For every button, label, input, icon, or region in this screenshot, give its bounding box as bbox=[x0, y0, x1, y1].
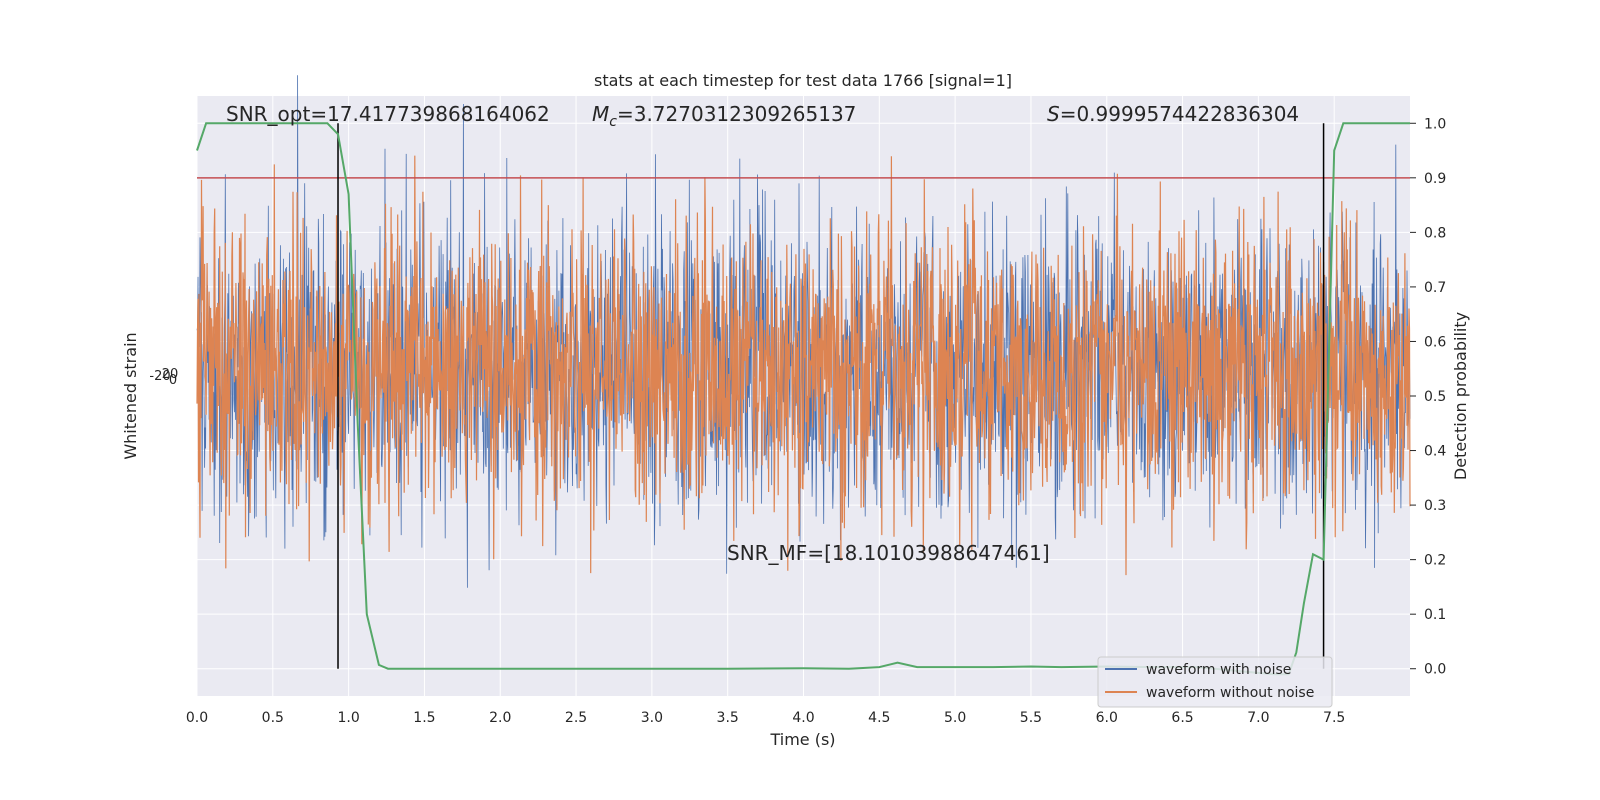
y-right-tick-label: 0.0 bbox=[1424, 662, 1446, 678]
legend-label-without-noise: waveform without noise bbox=[1146, 685, 1314, 701]
y-right-tick-label: 0.3 bbox=[1424, 498, 1446, 514]
x-tick-label: 7.0 bbox=[1247, 710, 1269, 726]
annotation-snr-mf: SNR_MF=[18.10103988647461] bbox=[727, 541, 1050, 565]
annotation-s: S=0.9999574422836304 bbox=[1047, 102, 1299, 126]
x-tick-label: 1.0 bbox=[337, 710, 359, 726]
x-tick-label: 6.5 bbox=[1171, 710, 1193, 726]
y-right-tick-label: 1.0 bbox=[1424, 116, 1446, 132]
series-waveform-without-noise bbox=[196, 155, 1411, 576]
y-right-tick-label: 0.8 bbox=[1424, 225, 1446, 241]
y-right-tick-label: 0.4 bbox=[1424, 444, 1446, 460]
left-tick-label: 0 bbox=[169, 373, 177, 388]
x-tick-label: 4.0 bbox=[792, 710, 814, 726]
x-tick-label: 6.0 bbox=[1096, 710, 1118, 726]
left-tick-label: -20 bbox=[149, 369, 170, 384]
x-tick-label: 2.5 bbox=[565, 710, 587, 726]
left-tick-cluster: -20 0 20 bbox=[149, 367, 178, 388]
legend: waveform with noise waveform without noi… bbox=[1097, 656, 1333, 708]
x-tick-label: 0.0 bbox=[186, 710, 208, 726]
annotation-mc-symbol: M bbox=[592, 102, 609, 126]
y-right-tick-label: 0.1 bbox=[1424, 607, 1446, 623]
annotation-s-value: =0.9999574422836304 bbox=[1060, 102, 1299, 126]
y-right-tick-label: 0.5 bbox=[1424, 389, 1446, 405]
tick-layer: 0.0 0.5 1.0 1.5 2.0 2.5 3.0 3.5 4.0 4.5 5.0 5.5 6.0 6… bbox=[186, 116, 1446, 726]
x-tick-label: 3.0 bbox=[641, 710, 663, 726]
left-tick-label: 20 bbox=[162, 367, 179, 382]
x-tick-label: 0.5 bbox=[262, 710, 284, 726]
noise-layer bbox=[196, 75, 1411, 588]
annotation-mc-value: =3.7270312309265137 bbox=[617, 102, 856, 126]
y-right-tick-label: 0.2 bbox=[1424, 553, 1446, 569]
x-tick-label: 5.0 bbox=[944, 710, 966, 726]
x-tick-label: 4.5 bbox=[868, 710, 890, 726]
annotation-mc-subscript: c bbox=[609, 114, 617, 130]
x-tick-label: 5.5 bbox=[1020, 710, 1042, 726]
x-axis-label: Time (s) bbox=[769, 730, 835, 749]
x-tick-label: 1.5 bbox=[413, 710, 435, 726]
chart-title: stats at each timestep for test data 176… bbox=[594, 71, 1012, 90]
x-tick-label: 7.5 bbox=[1323, 710, 1345, 726]
overlay-layer bbox=[196, 122, 1410, 676]
legend-label-with-noise: waveform with noise bbox=[1146, 662, 1291, 678]
y-right-tick-label: 0.7 bbox=[1424, 280, 1446, 296]
y-axis-label-left: Whitened strain bbox=[121, 332, 140, 459]
annotation-s-symbol: S bbox=[1047, 102, 1060, 126]
x-tick-label: 3.5 bbox=[717, 710, 739, 726]
legend-box bbox=[1097, 656, 1333, 708]
series-detection-probability bbox=[196, 122, 1410, 676]
x-tick-label: 2.0 bbox=[489, 710, 511, 726]
y-axis-label-right: Detection probability bbox=[1451, 312, 1470, 480]
y-right-tick-label: 0.9 bbox=[1424, 171, 1446, 187]
annotation-mc: Mc=3.7270312309265137 bbox=[592, 102, 856, 130]
y-right-tick-label: 0.6 bbox=[1424, 334, 1446, 350]
annotation-snr-opt: SNR_opt=17.417739868164062 bbox=[226, 102, 550, 126]
